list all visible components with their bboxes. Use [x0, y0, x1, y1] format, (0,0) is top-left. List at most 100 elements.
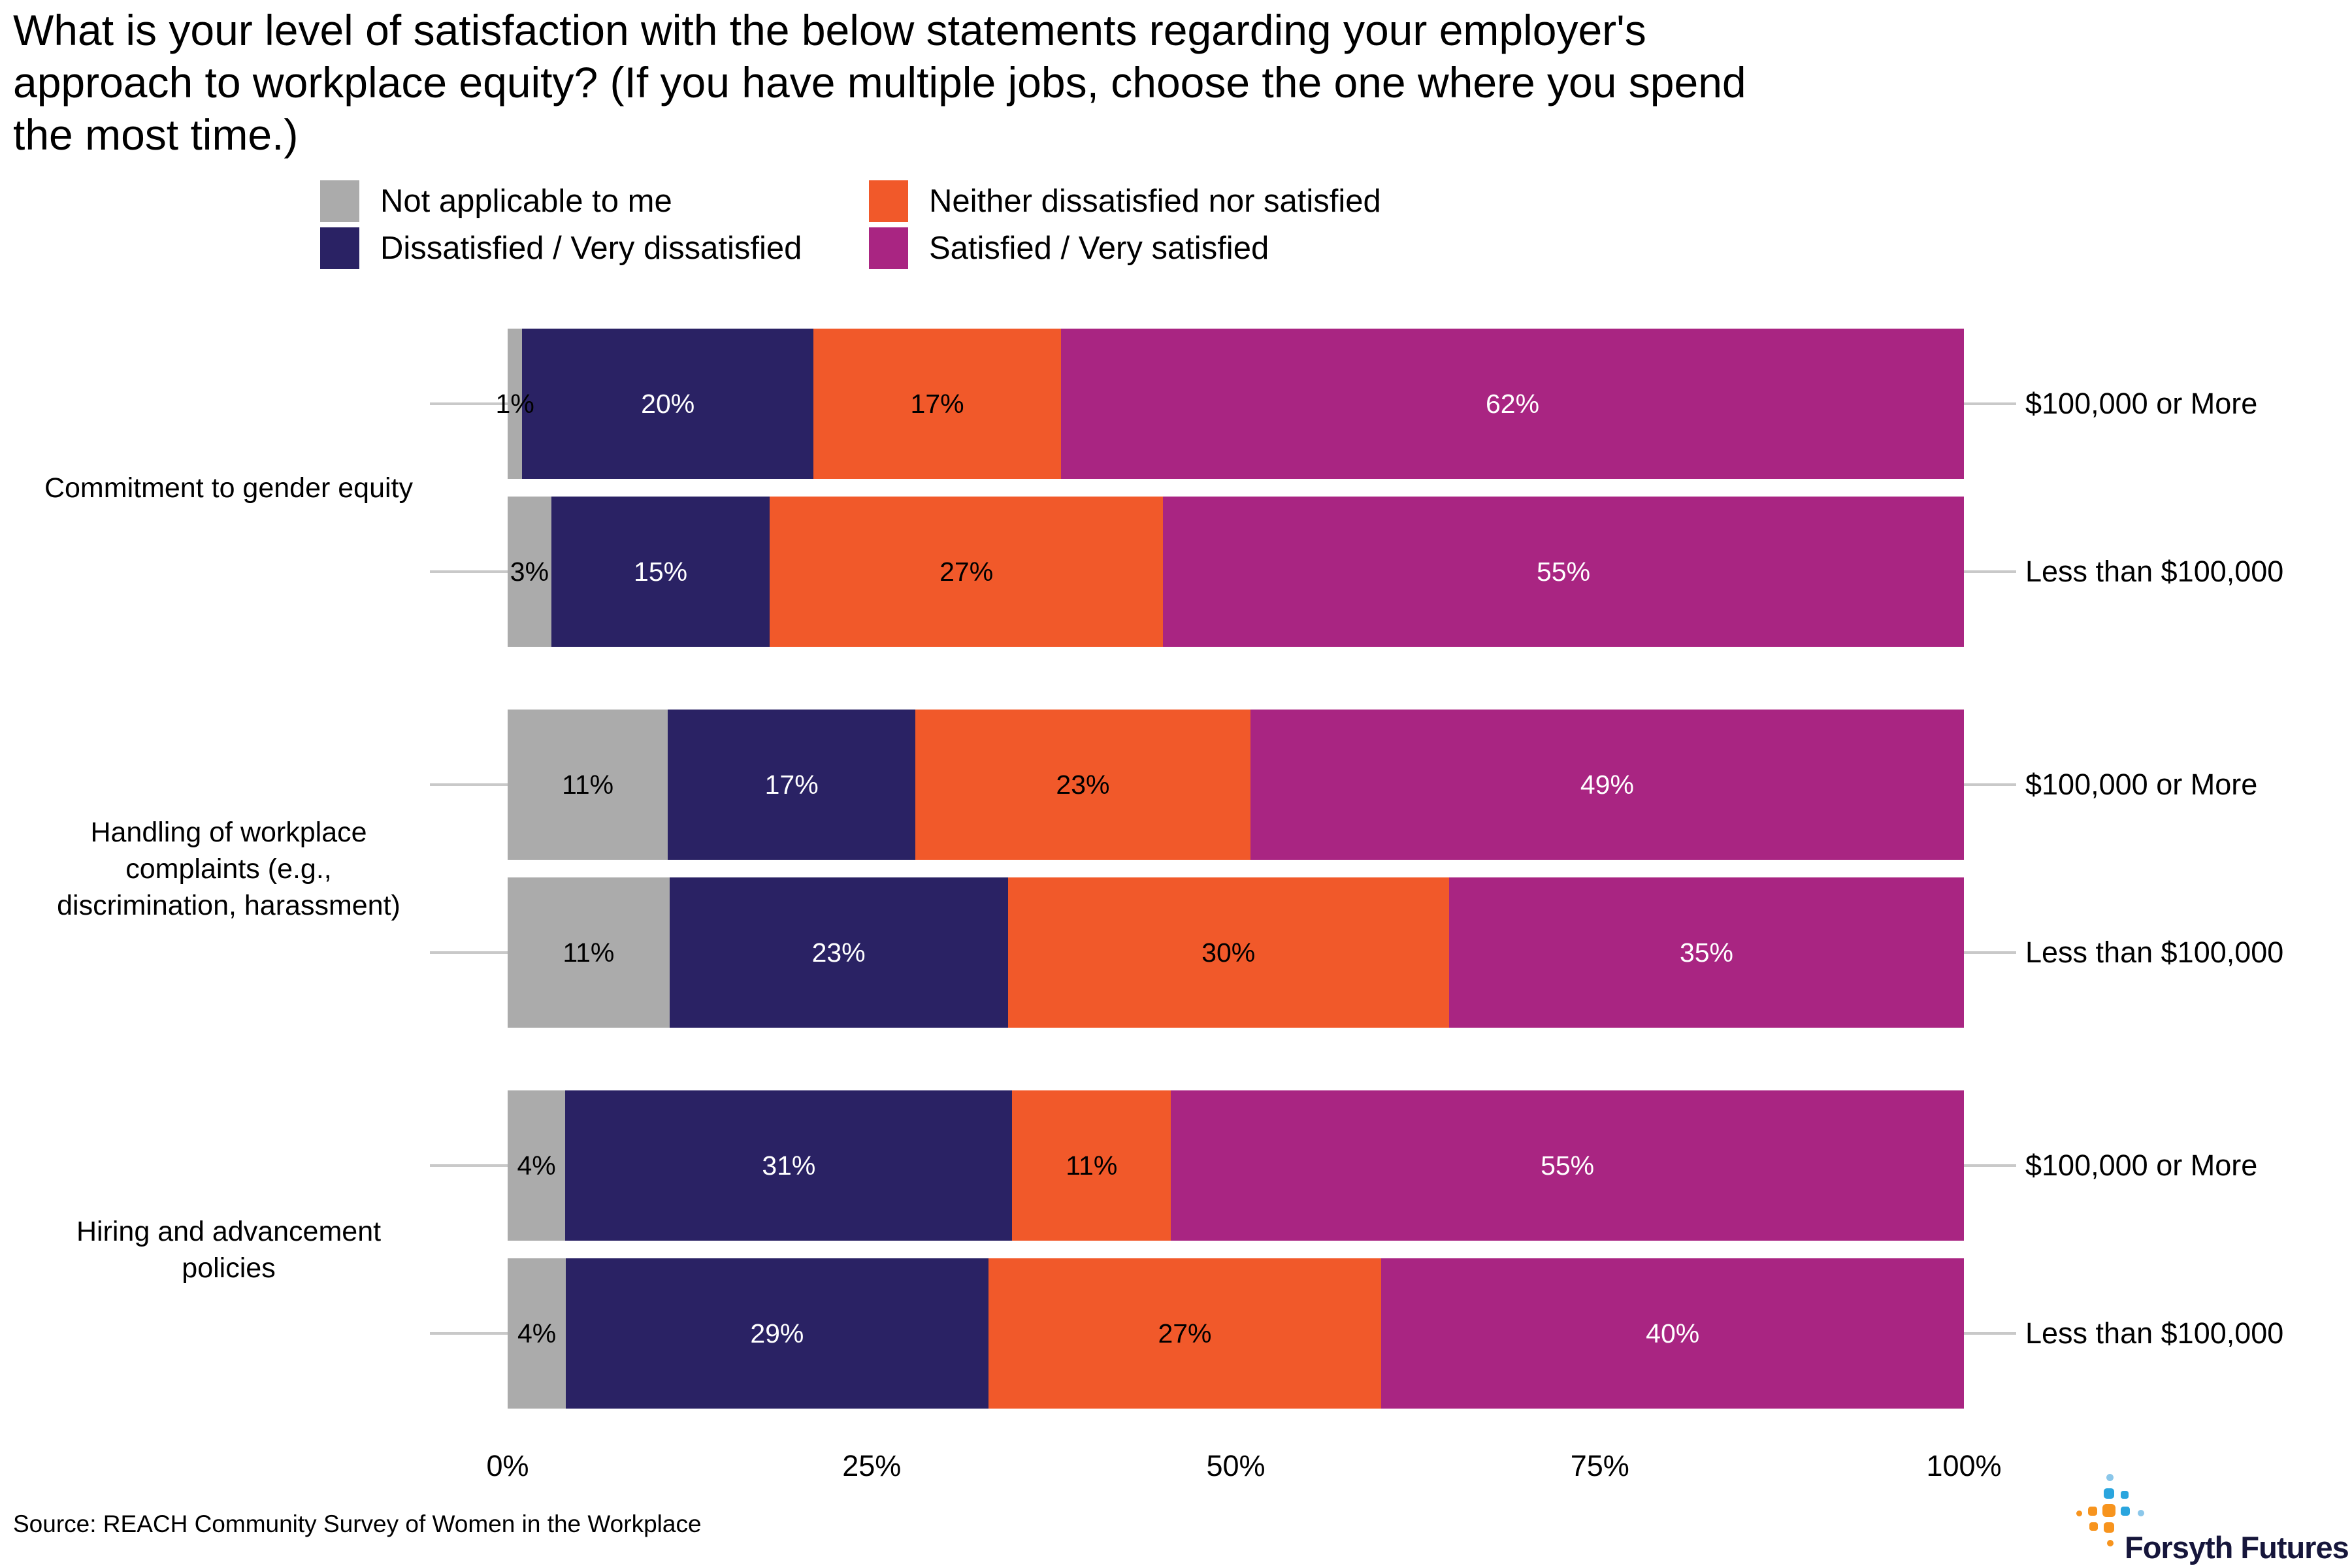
bar-segment: 55% — [1171, 1090, 1965, 1241]
axis-tick-label: 50% — [1206, 1449, 1266, 1482]
segment-value-label: 27% — [939, 556, 994, 587]
bar-segment: 4% — [508, 1090, 566, 1241]
right-tick-mark — [1964, 570, 2016, 573]
source-note: Source: REACH Community Survey of Women … — [13, 1511, 702, 1537]
left-tick-mark — [430, 951, 508, 954]
logo-dot-icon — [2102, 1504, 2115, 1517]
income-label: $100,000 or More — [2025, 387, 2258, 420]
logo-dot-icon — [2106, 1474, 2114, 1481]
segment-value-label: 17% — [910, 388, 964, 419]
page-title-line: the most time.) — [13, 110, 299, 159]
legend-swatch-icon — [869, 227, 908, 269]
left-tick-mark — [430, 402, 508, 405]
legend-label: Satisfied / Very satisfied — [929, 231, 1269, 266]
logo-dot-icon — [2088, 1507, 2097, 1516]
segment-value-label: 17% — [764, 769, 819, 800]
logo-dot-icon — [2121, 1507, 2130, 1516]
bar-segment: 31% — [565, 1090, 1013, 1241]
legend-item: Neither dissatisfied nor satisfied — [869, 180, 1381, 222]
bar-segment: 27% — [770, 497, 1164, 647]
axis-tick-label: 0% — [486, 1449, 529, 1482]
bar-segment: 17% — [668, 710, 916, 860]
category-label-line: Hiring and advancement — [76, 1215, 382, 1247]
bar-segment: 30% — [1007, 877, 1449, 1028]
bar-row: 1% 20% 17% 62% — [496, 329, 1965, 479]
category-label-line: discrimination, harassment) — [57, 889, 400, 921]
segment-value-label: 55% — [1536, 556, 1591, 587]
left-tick-mark — [430, 570, 508, 573]
category-label-line: Commitment to gender equity — [44, 472, 414, 504]
segment-value-label: 20% — [641, 388, 695, 419]
segment-value-label: 55% — [1541, 1150, 1595, 1181]
right-tick-mark — [1964, 1164, 2016, 1167]
axis-tick-label: 100% — [1926, 1449, 2002, 1482]
segment-value-label: 11% — [562, 769, 614, 800]
income-label: $100,000 or More — [2025, 768, 2258, 801]
bar-row: 11% 17% 23% 49% — [508, 710, 1964, 860]
category-label: Hiring and advancement policies — [20, 1213, 438, 1286]
left-tick-mark — [430, 1164, 508, 1167]
right-tick-mark — [1964, 402, 2016, 405]
income-label: $100,000 or More — [2025, 1149, 2258, 1182]
logo-dot-icon — [2121, 1491, 2129, 1499]
legend-swatch-icon — [320, 180, 359, 222]
bar-row: 3% 15% 27% 55% — [508, 497, 1964, 647]
segment-value-label: 3% — [510, 556, 549, 587]
category-label: Handling of workplace complaints (e.g., di… — [20, 814, 438, 924]
segment-value-label: 35% — [1679, 937, 1734, 968]
logo-dot-icon — [2107, 1540, 2114, 1546]
right-tick-mark — [1964, 951, 2016, 954]
bar-segment: 23% — [669, 877, 1008, 1028]
legend-item: Satisfied / Very satisfied — [869, 227, 1269, 269]
legend-item: Dissatisfied / Very dissatisfied — [320, 227, 802, 269]
bar-segment: 62% — [1061, 329, 1965, 479]
income-label: Less than $100,000 — [2025, 1316, 2284, 1350]
segment-value-label: 4% — [517, 1150, 556, 1181]
segment-value-label: 31% — [762, 1150, 816, 1181]
logo-dot-icon — [2104, 1522, 2114, 1533]
bar-segment: 55% — [1163, 497, 1964, 647]
bar-row: 4% 29% 27% 40% — [508, 1258, 1964, 1409]
logo-dot-icon — [2138, 1510, 2144, 1516]
right-tick-mark — [1964, 783, 2016, 786]
legend-label: Neither dissatisfied nor satisfied — [929, 184, 1381, 219]
bar-segment: 27% — [988, 1258, 1382, 1409]
bar-segment: 49% — [1250, 710, 1964, 860]
forsyth-futures-logo: Forsyth Futures — [2071, 1467, 2352, 1565]
right-tick-mark — [1964, 1332, 2016, 1335]
page-title-line: approach to workplace equity? (If you ha… — [13, 58, 1746, 106]
segment-value-label: 4% — [517, 1318, 557, 1348]
logo-dot-icon — [2076, 1511, 2082, 1516]
bar-segment: 23% — [915, 710, 1250, 860]
category-label-line: complaints (e.g., — [125, 853, 332, 885]
segment-value-label: 11% — [1066, 1150, 1118, 1181]
bar-row: 11% 23% 30% 35% — [508, 877, 1964, 1028]
bar-segment: 17% — [813, 329, 1062, 479]
logo-text: Forsyth Futures — [2125, 1530, 2349, 1565]
category-label: Commitment to gender equity — [20, 470, 438, 506]
left-tick-mark — [430, 1332, 508, 1335]
segment-value-label: 49% — [1580, 769, 1634, 800]
segment-value-label: 11% — [563, 937, 615, 968]
segment-value-label: 15% — [634, 556, 688, 587]
bar-segment: 11% — [508, 877, 670, 1028]
bar-segment: 1% — [496, 329, 534, 479]
segment-value-label: 27% — [1158, 1318, 1212, 1348]
legend-label: Dissatisfied / Very dissatisfied — [380, 231, 802, 266]
bar-segment: 29% — [566, 1258, 988, 1409]
legend-item: Not applicable to me — [320, 180, 672, 222]
bar-segment: 35% — [1448, 877, 1964, 1028]
income-label: Less than $100,000 — [2025, 555, 2284, 588]
segment-value-label: 40% — [1646, 1318, 1700, 1348]
bar-segment: 11% — [508, 710, 668, 860]
bar-segment: 40% — [1381, 1258, 1964, 1409]
legend-label: Not applicable to me — [380, 184, 672, 219]
segment-value-label: 23% — [811, 937, 866, 968]
legend-swatch-icon — [320, 227, 359, 269]
category-label-line: policies — [182, 1252, 276, 1284]
segment-value-label: 62% — [1485, 388, 1540, 419]
axis-tick-label: 75% — [1570, 1449, 1629, 1482]
logo-dot-icon — [2104, 1488, 2114, 1499]
page-title: What is your level of satisfaction with … — [13, 4, 1746, 161]
